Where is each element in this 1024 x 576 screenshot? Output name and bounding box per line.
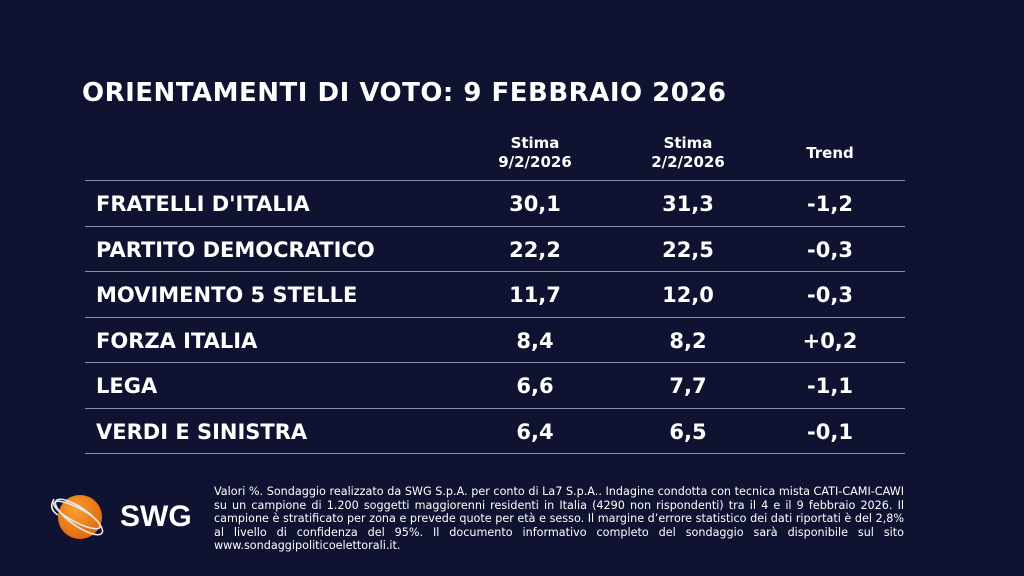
header-date: 9/2/2026 — [498, 153, 572, 171]
header-line: Stima — [510, 134, 560, 152]
party-name: MOVIMENTO 5 STELLE — [96, 283, 358, 307]
trend-value: -1,2 — [807, 192, 853, 216]
party-name: PARTITO DEMOCRATICO — [96, 237, 375, 262]
previous-estimate: 6,5 — [669, 419, 707, 444]
party-name: FRATELLI D'ITALIA — [96, 192, 310, 216]
header-date: 2/2/2026 — [651, 153, 725, 171]
poll-table: Stima 9/2/2026 Stima 2/2/2026 Trend FRATEL… — [85, 132, 905, 454]
current-estimate: 11,7 — [509, 283, 561, 307]
column-header-current: Stima 9/2/2026 — [475, 134, 595, 172]
trend-value: +0,2 — [802, 328, 858, 353]
current-estimate: 22,2 — [509, 237, 561, 262]
party-name: FORZA ITALIA — [96, 328, 258, 353]
table-header: Stima 9/2/2026 Stima 2/2/2026 Trend — [85, 132, 905, 181]
previous-estimate: 22,5 — [662, 237, 714, 262]
trend-value: -0,3 — [807, 283, 853, 307]
current-estimate: 30,1 — [509, 192, 561, 216]
table-row: PARTITO DEMOCRATICO 22,2 22,5 -0,3 — [85, 227, 905, 272]
header-line: Stima — [663, 134, 713, 152]
orange-globe-icon — [50, 495, 104, 539]
previous-estimate: 7,7 — [669, 374, 707, 398]
trend-value: -0,3 — [807, 237, 853, 262]
previous-estimate: 8,2 — [669, 328, 707, 353]
swg-logo: SWG — [44, 487, 192, 547]
page-title: ORIENTAMENTI DI VOTO: 9 FEBBRAIO 2026 — [82, 78, 727, 108]
header-line: Trend — [806, 144, 854, 162]
table-row: MOVIMENTO 5 STELLE 11,7 12,0 -0,3 — [85, 272, 905, 318]
current-estimate: 8,4 — [516, 328, 554, 353]
table-row: VERDI E SINISTRA 6,4 6,5 -0,1 — [85, 409, 905, 454]
previous-estimate: 12,0 — [662, 283, 714, 307]
table-row: LEGA 6,6 7,7 -1,1 — [85, 363, 905, 409]
column-header-previous: Stima 2/2/2026 — [628, 134, 748, 172]
trend-value: -1,1 — [807, 374, 853, 398]
current-estimate: 6,6 — [516, 374, 554, 398]
table-row: FORZA ITALIA 8,4 8,2 +0,2 — [85, 318, 905, 363]
trend-value: -0,1 — [807, 419, 853, 444]
previous-estimate: 31,3 — [662, 192, 714, 216]
party-name: VERDI E SINISTRA — [96, 419, 308, 444]
table-row: FRATELLI D'ITALIA 30,1 31,3 -1,2 — [85, 181, 905, 227]
party-name: LEGA — [96, 374, 158, 398]
logo-text: SWG — [120, 500, 192, 533]
methodology-footnote: Valori %. Sondaggio realizzato da SWG S.… — [214, 485, 904, 552]
current-estimate: 6,4 — [516, 419, 554, 444]
column-header-trend: Trend — [770, 144, 890, 163]
